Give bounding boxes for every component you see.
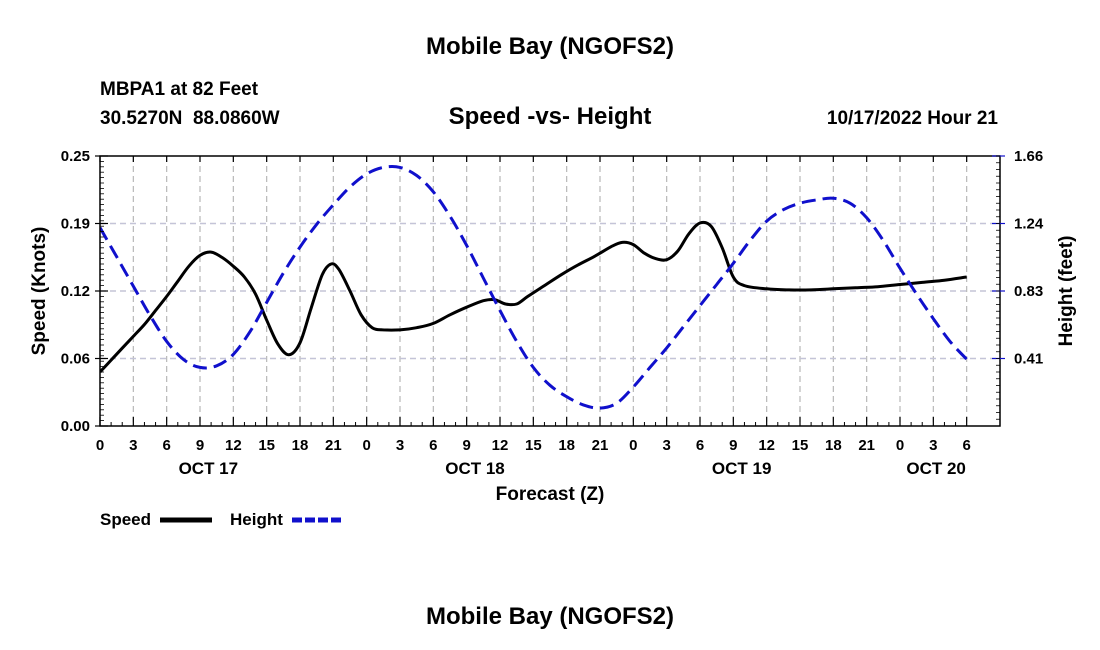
y-tick-label: 0.19 <box>61 216 90 233</box>
x-tick-label: 21 <box>325 437 342 454</box>
x-tick-label: 21 <box>858 437 875 454</box>
y2-tick-label: 1.66 <box>1014 148 1043 165</box>
y2-tick-label: 0.41 <box>1014 351 1043 368</box>
axes: 0 3 6 9 12 15 18 21 0 3 6 9 12 15 18 21 0 3 6 9 12 15 18 21 0 3 6O… <box>61 148 1044 478</box>
x-tick-label: 3 <box>929 437 937 454</box>
y2-axis-label: Height (feet) <box>1056 236 1077 347</box>
footer-title: Mobile Bay (NGOFS2) <box>426 603 674 630</box>
x-axis-label: Forecast (Z) <box>496 484 605 505</box>
x-tick-label: 15 <box>258 437 275 454</box>
y-tick-label: 0.12 <box>61 283 90 300</box>
y-tick-label: 0.00 <box>61 418 90 435</box>
x-tick-label: 18 <box>292 437 309 454</box>
y2-tick-label: 1.24 <box>1014 216 1044 233</box>
date-label: OCT 20 <box>906 459 966 478</box>
x-tick-label: 6 <box>696 437 704 454</box>
x-tick-label: 0 <box>629 437 637 454</box>
series-line-speed <box>100 220 967 374</box>
x-tick-label: 0 <box>362 437 370 454</box>
date-label: OCT 19 <box>712 459 772 478</box>
x-tick-label: 6 <box>962 437 970 454</box>
x-tick-label: 12 <box>225 437 242 454</box>
y2-tick-label: 0.83 <box>1014 283 1043 300</box>
y-tick-label: 0.25 <box>61 148 90 165</box>
x-tick-label: 0 <box>96 437 104 454</box>
chart-title: Mobile Bay (NGOFS2) <box>426 33 674 60</box>
x-tick-label: 15 <box>525 437 542 454</box>
chart-subtitle: Speed -vs- Height <box>449 103 652 130</box>
series-layer <box>100 164 968 410</box>
x-tick-label: 0 <box>896 437 904 454</box>
x-tick-label: 18 <box>558 437 575 454</box>
legend-speed-label: Speed <box>100 510 151 529</box>
legend-height-label: Height <box>230 510 283 529</box>
x-tick-label: 21 <box>592 437 609 454</box>
x-tick-label: 18 <box>825 437 842 454</box>
y-axis-label: Speed (Knots) <box>29 227 50 356</box>
x-tick-label: 6 <box>162 437 170 454</box>
date-label: OCT 18 <box>445 459 505 478</box>
x-tick-label: 6 <box>429 437 437 454</box>
x-tick-label: 9 <box>196 437 204 454</box>
x-tick-label: 15 <box>792 437 809 454</box>
date-label: OCT 17 <box>179 459 239 478</box>
x-tick-label: 3 <box>662 437 670 454</box>
station-label: MBPA1 at 82 Feet <box>100 79 259 100</box>
x-tick-label: 12 <box>758 437 775 454</box>
run-time: 10/17/2022 Hour 21 <box>827 108 999 129</box>
x-tick-label: 12 <box>492 437 509 454</box>
station-coords: 30.5270N 88.0860W <box>100 108 280 129</box>
legend: Speed Height <box>100 510 344 529</box>
x-tick-label: 3 <box>129 437 137 454</box>
y-tick-label: 0.06 <box>61 351 90 368</box>
x-tick-label: 3 <box>396 437 404 454</box>
x-tick-label: 9 <box>729 437 737 454</box>
x-tick-label: 9 <box>462 437 470 454</box>
series-line-height <box>100 164 968 410</box>
